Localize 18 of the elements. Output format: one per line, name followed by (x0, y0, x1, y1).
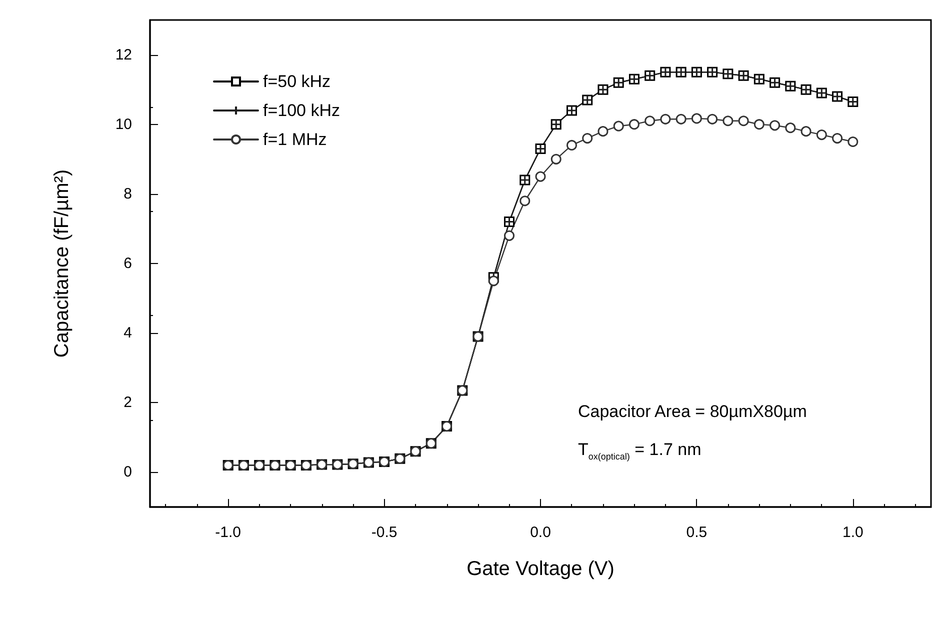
legend-label: f=1 MHz (263, 130, 327, 149)
annotation: Capacitor Area = 80µmX80µm (578, 402, 807, 421)
y-tick-label: 10 (115, 116, 132, 133)
x-tick-label: 1.0 (842, 524, 864, 541)
legend-label: f=100 kHz (263, 101, 340, 120)
y-tick-label: 2 (124, 394, 132, 412)
y-axis-title: Capacitance (fF/µm²) (51, 169, 73, 358)
y-tick-label: 8 (124, 185, 132, 202)
x-tick-label: 0.0 (530, 524, 551, 541)
x-axis-title: Gate Voltage (V) (466, 558, 614, 580)
legend-label: f=50 kHz (263, 72, 331, 91)
y-tick-label: 12 (115, 46, 132, 64)
y-tick-label: 6 (124, 255, 132, 272)
x-tick-label: -1.0 (215, 524, 242, 541)
y-tick-label: 4 (124, 324, 132, 342)
x-tick-label: 0.5 (686, 524, 708, 541)
x-tick-label: -0.5 (371, 524, 398, 541)
y-tick-label: 0 (124, 464, 132, 481)
